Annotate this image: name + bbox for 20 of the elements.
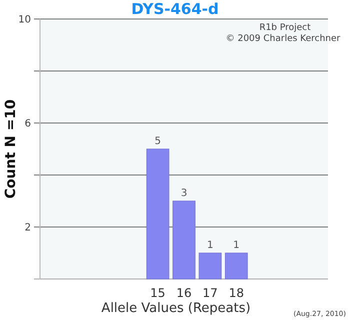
annotation: R1b Project <box>259 23 312 33</box>
y-tick-label: 10 <box>18 14 31 26</box>
data-label: 5 <box>154 136 162 147</box>
bar <box>224 252 248 280</box>
x-axis-title: Allele Values (Repeats) <box>101 301 251 316</box>
x-tick-label: 17 <box>202 286 218 300</box>
data-label: 3 <box>180 188 188 199</box>
bar <box>146 148 170 280</box>
x-tick-label: 16 <box>176 286 192 300</box>
data-label: 1 <box>233 240 240 251</box>
chart-title: DYS-464-d <box>131 0 219 18</box>
bar <box>198 252 222 280</box>
y-tick-label: 2 <box>24 222 31 234</box>
x-tick-label: 18 <box>228 286 244 300</box>
x-tick-label: 15 <box>150 286 166 300</box>
y-axis-title: Count N =10 <box>3 99 19 199</box>
bar <box>172 200 196 280</box>
data-label: 1 <box>206 240 214 251</box>
y-tick-label: 6 <box>24 118 31 130</box>
annotation: © 2009 Charles Kerchner <box>226 34 341 44</box>
